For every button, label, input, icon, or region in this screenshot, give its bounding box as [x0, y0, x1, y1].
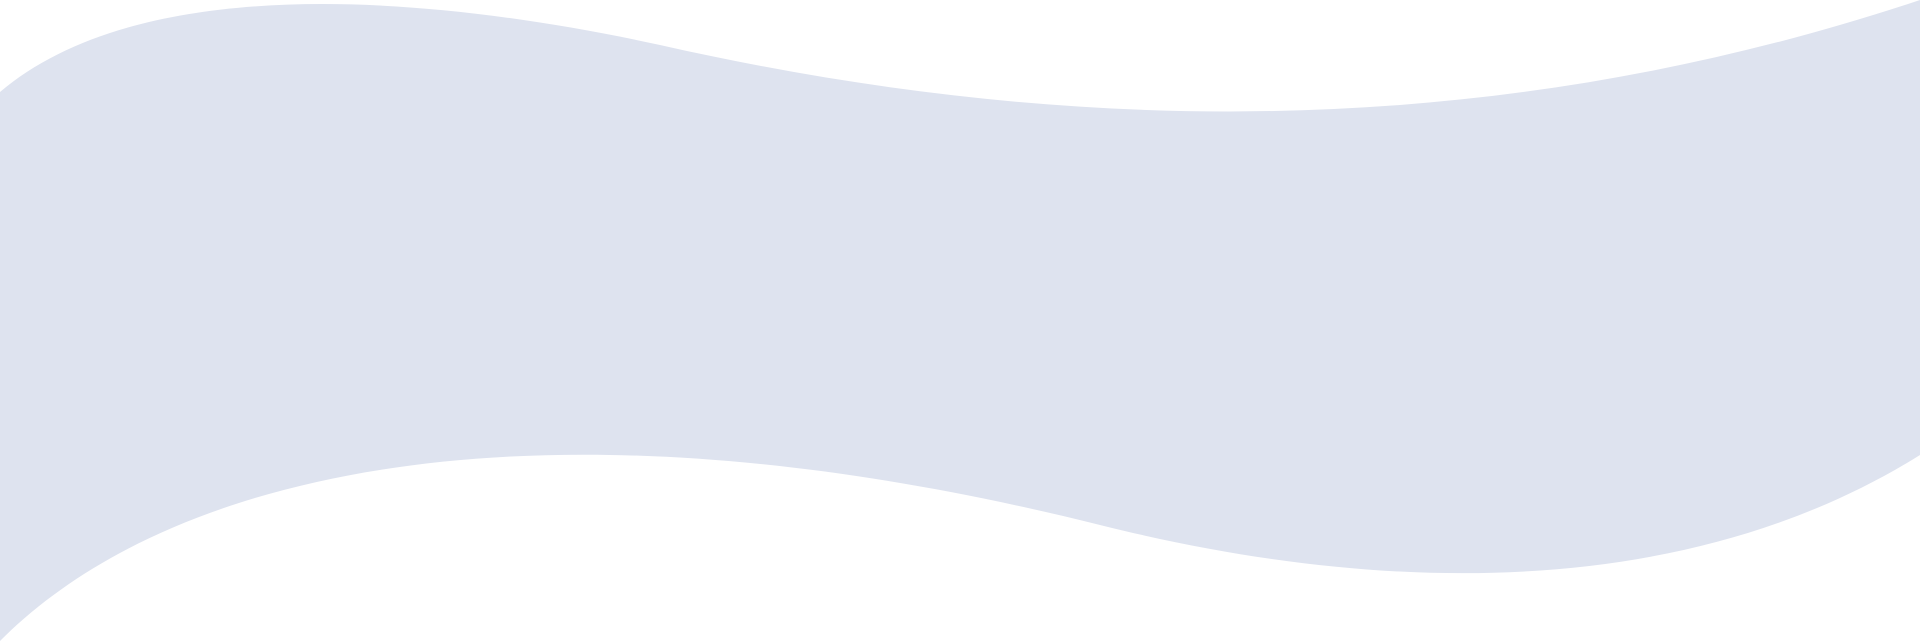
page-canvas	[0, 0, 1920, 641]
wave-shape	[0, 0, 1920, 641]
decorative-wave-band	[0, 0, 1920, 641]
